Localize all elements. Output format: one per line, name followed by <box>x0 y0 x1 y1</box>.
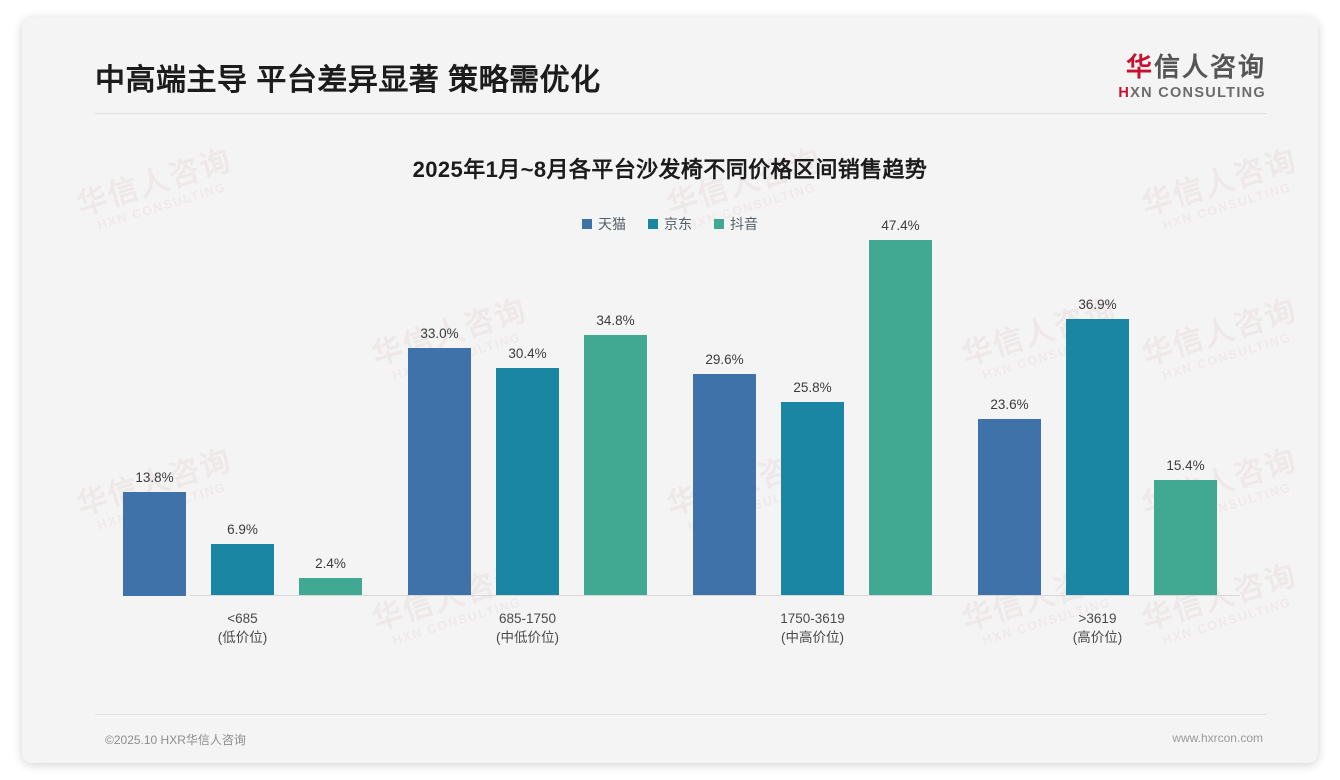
bar-item[interactable]: 36.9% <box>1066 297 1129 596</box>
bar-item[interactable]: 30.4% <box>496 346 559 596</box>
legend-label: 抖音 <box>730 216 758 232</box>
bar-group-1750-3619: 29.6% 25.8% 47.4% 1750-3619 (中高价位) <box>670 218 955 654</box>
bar-value-label: 33.0% <box>420 326 459 341</box>
category-tier: (中低价位) <box>496 630 559 646</box>
slide-header: 中高端主导 平台差异显著 策略需优化 华信人咨询 HXN CONSULTING <box>22 17 1318 124</box>
bar-item[interactable]: 6.9% <box>211 522 274 596</box>
bar-value-label: 25.8% <box>793 380 832 395</box>
bar-group->3619: 23.6% 36.9% 15.4% >3619 (高价位) <box>955 248 1240 654</box>
bar-group-685-1750: 33.0% 30.4% 34.8% 685-1750 (中低价位) <box>385 248 670 654</box>
bar-item[interactable]: 15.4% <box>1154 458 1217 596</box>
bar-value-label: 15.4% <box>1166 458 1205 473</box>
bar-group-<685: 13.8% 6.9% 2.4% <685 (低价位) <box>100 248 385 654</box>
legend-item-京东[interactable]: 京东 <box>648 214 692 234</box>
bar-value-label: 47.4% <box>881 218 920 233</box>
footer-copyright: ©2025.10 HXR华信人咨询 <box>105 733 246 747</box>
bar-rect[interactable] <box>496 368 559 596</box>
legend-swatch-icon <box>714 219 724 229</box>
page-title: 中高端主导 平台差异显著 策略需优化 <box>95 64 601 97</box>
header-divider <box>95 113 1266 114</box>
bar-value-label: 36.9% <box>1078 297 1117 312</box>
logo-cn-rest: 信人咨询 <box>1153 52 1266 82</box>
bar-rect[interactable] <box>693 374 756 596</box>
bar-rect[interactable] <box>1066 319 1129 596</box>
slide-canvas: 华信人咨询 HXN CONSULTING 华信人咨询 HXN CONSULTING 华信… <box>22 17 1318 763</box>
logo-chinese-text: 华信人咨询 <box>1118 53 1266 82</box>
bar-rect[interactable] <box>978 419 1041 596</box>
x-axis-category-label: 1750-3619 (中高价位) <box>670 609 955 648</box>
legend-item-天猫[interactable]: 天猫 <box>582 214 626 234</box>
bar-rect[interactable] <box>869 240 932 596</box>
bar-group-bars: 23.6% 36.9% 15.4% <box>955 206 1240 596</box>
legend-label: 京东 <box>664 216 692 232</box>
category-range: <685 <box>227 610 258 626</box>
x-axis-line <box>190 595 1240 596</box>
bar-value-label: 23.6% <box>990 397 1029 412</box>
chart-legend: 天猫 京东 抖音 <box>22 214 1318 234</box>
category-tier: (中高价位) <box>781 630 844 646</box>
logo-en-accent: H <box>1118 84 1131 101</box>
bar-rect[interactable] <box>211 544 274 596</box>
footer-website[interactable]: www.hxrcon.com <box>1172 731 1263 745</box>
category-range: 685-1750 <box>498 610 557 626</box>
logo-en-rest: XN CONSULTING <box>1130 84 1266 101</box>
legend-swatch-icon <box>582 219 592 229</box>
x-axis-category-label: 685-1750 (中低价位) <box>385 609 670 648</box>
legend-swatch-icon <box>648 219 658 229</box>
bar-group-bars: 13.8% 6.9% 2.4% <box>100 206 385 596</box>
slide-footer: ©2025.10 HXR华信人咨询 www.hxrcon.com <box>22 714 1318 763</box>
bar-item[interactable]: 33.0% <box>408 326 471 596</box>
bar-item[interactable]: 34.8% <box>584 313 647 596</box>
bar-group-bars: 29.6% 25.8% 47.4% <box>670 206 955 596</box>
logo-english-text: HXN CONSULTING <box>1118 85 1266 101</box>
footer-divider <box>95 714 1266 715</box>
bar-item[interactable]: 2.4% <box>299 556 362 596</box>
bar-item[interactable]: 29.6% <box>693 352 756 596</box>
bar-item[interactable]: 23.6% <box>978 397 1041 596</box>
chart-container: 2025年1月~8月各平台沙发椅不同价格区间销售趋势 天猫 京东 抖音 13.8% 6… <box>22 124 1318 714</box>
chart-title: 2025年1月~8月各平台沙发椅不同价格区间销售趋势 <box>412 157 928 182</box>
brand-logo: 华信人咨询 HXN CONSULTING <box>1118 53 1266 101</box>
category-tier: (高价位) <box>1072 630 1123 646</box>
x-axis-category-label: <685 (低价位) <box>100 609 385 648</box>
bar-value-label: 29.6% <box>705 352 744 367</box>
bar-groups: 13.8% 6.9% 2.4% <685 (低价位) 33.0% 30.4% 34.8% 685… <box>100 218 1240 654</box>
category-tier: (低价位) <box>217 630 268 646</box>
bar-rect[interactable] <box>299 578 362 596</box>
logo-cn-accent: 华 <box>1125 52 1154 82</box>
legend-item-抖音[interactable]: 抖音 <box>714 214 758 234</box>
bar-group-bars: 33.0% 30.4% 34.8% <box>385 206 670 596</box>
bar-rect[interactable] <box>1154 480 1217 596</box>
bar-rect[interactable] <box>781 402 844 596</box>
bar-value-label: 34.8% <box>596 313 635 328</box>
bar-value-label: 2.4% <box>315 556 346 571</box>
bar-rect[interactable] <box>123 492 186 596</box>
bar-item[interactable]: 25.8% <box>781 380 844 596</box>
bar-item[interactable]: 47.4% <box>869 218 932 596</box>
bar-rect[interactable] <box>408 348 471 596</box>
bar-value-label: 30.4% <box>508 346 547 361</box>
bar-value-label: 13.8% <box>135 470 174 485</box>
legend-label: 天猫 <box>598 216 626 232</box>
category-range: >3619 <box>1078 610 1117 626</box>
bar-item[interactable]: 13.8% <box>123 470 186 596</box>
bar-rect[interactable] <box>584 335 647 596</box>
x-axis-category-label: >3619 (高价位) <box>955 609 1240 648</box>
bar-value-label: 6.9% <box>227 522 258 537</box>
category-range: 1750-3619 <box>780 610 845 626</box>
chart-plot-area: 13.8% 6.9% 2.4% <685 (低价位) 33.0% 30.4% 34.8% 685… <box>100 218 1240 654</box>
